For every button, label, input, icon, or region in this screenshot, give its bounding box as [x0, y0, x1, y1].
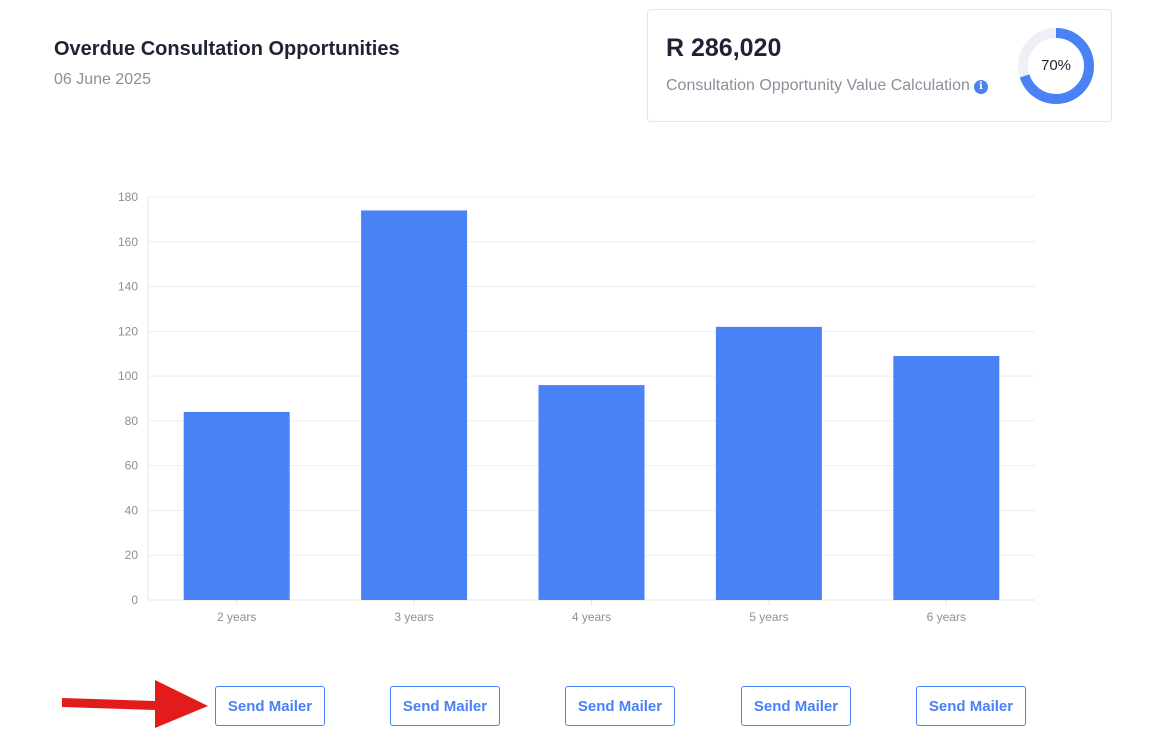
bar-3-years: [361, 210, 468, 600]
red-arrow-annotation: [62, 680, 208, 728]
y-tick-label: 120: [118, 324, 138, 338]
x-tick-label: 6 years: [927, 610, 966, 624]
value-card: R 286,020 Consultation Opportunity Value…: [647, 9, 1112, 122]
send-mailer-button-3-years[interactable]: Send Mailer: [390, 686, 500, 726]
send-mailer-button-4-years[interactable]: Send Mailer: [565, 686, 675, 726]
y-tick-label: 40: [125, 503, 139, 517]
value-label-row: Consultation Opportunity Value Calculati…: [666, 77, 988, 95]
bar-2-years: [183, 411, 290, 600]
value-amount: R 286,020: [666, 34, 782, 62]
donut-percent-label: 70%: [1040, 57, 1072, 74]
x-tick-label: 4 years: [572, 610, 611, 624]
y-tick-label: 60: [125, 459, 139, 473]
info-icon[interactable]: i: [973, 80, 988, 94]
bar-4-years: [538, 385, 645, 600]
send-mailer-button-6-years[interactable]: Send Mailer: [916, 686, 1026, 726]
y-tick-label: 180: [118, 190, 138, 204]
x-tick-label: 2 years: [217, 610, 256, 624]
value-label: Consultation Opportunity Value Calculati…: [666, 77, 970, 94]
donut-progress: [1018, 28, 1094, 104]
page-title: Overdue Consultation Opportunities: [54, 38, 400, 60]
send-mailer-button-2-years[interactable]: Send Mailer: [215, 686, 325, 726]
y-tick-label: 20: [125, 548, 139, 562]
bar-chart: 0 20 40 60 80 100 120 140 160 180 2 years 3 years 4 …: [118, 190, 1035, 624]
y-tick-label: 160: [118, 235, 138, 249]
y-tick-label: 140: [118, 280, 138, 294]
bar-6-years: [893, 355, 1000, 600]
percent-donut: [1018, 28, 1094, 104]
bar-5-years: [715, 326, 822, 600]
page-date: 06 June 2025: [54, 71, 151, 88]
x-tick-label: 5 years: [749, 610, 788, 624]
y-tick-label: 0: [131, 593, 138, 607]
send-mailer-button-5-years[interactable]: Send Mailer: [741, 686, 851, 726]
y-tick-label: 100: [118, 369, 138, 383]
y-tick-label: 80: [125, 414, 139, 428]
x-tick-label: 3 years: [394, 610, 433, 624]
